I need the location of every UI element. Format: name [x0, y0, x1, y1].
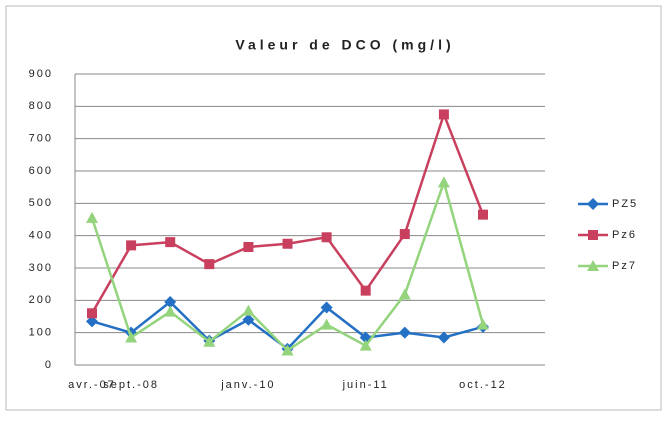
marker	[281, 344, 294, 356]
y-tick-label: 200	[29, 294, 53, 306]
legend-label: PZ5	[612, 198, 638, 210]
marker	[242, 313, 255, 326]
marker	[242, 304, 255, 316]
x-tick-label: juin-11	[342, 379, 389, 391]
legend-label: Pz7	[612, 260, 637, 272]
marker	[164, 295, 177, 308]
marker	[203, 335, 216, 347]
marker	[477, 318, 489, 330]
y-tick-label: 300	[29, 262, 53, 274]
y-tick-label: 400	[29, 230, 53, 242]
y-tick-label: 700	[29, 133, 53, 145]
marker	[321, 232, 332, 243]
y-tick-label: 600	[29, 165, 53, 177]
marker	[243, 241, 254, 252]
marker	[399, 229, 410, 240]
marker	[164, 305, 177, 317]
y-tick-label: 100	[29, 327, 53, 339]
marker	[588, 230, 598, 240]
y-tick-label: 900	[29, 68, 53, 80]
marker	[437, 176, 450, 188]
marker	[282, 238, 293, 249]
marker	[320, 301, 333, 314]
marker	[398, 326, 411, 339]
x-tick-label: oct.-12	[459, 379, 507, 391]
marker	[359, 339, 372, 351]
legend-label: Pz6	[612, 229, 637, 241]
chart-frame	[5, 5, 662, 411]
marker	[165, 237, 176, 248]
marker	[204, 259, 215, 270]
marker	[438, 109, 449, 120]
marker	[398, 288, 411, 300]
marker	[125, 331, 138, 343]
marker	[87, 308, 97, 319]
marker	[478, 209, 488, 220]
marker	[320, 318, 333, 330]
x-tick-label: avr.-07	[68, 379, 116, 391]
y-tick-label: 800	[29, 100, 53, 112]
chart-title: Valeur de DCO (mg/l)	[235, 37, 454, 53]
marker	[587, 260, 599, 271]
x-tick-label: sept.-08	[103, 379, 159, 391]
marker	[86, 315, 98, 328]
marker	[437, 331, 450, 344]
x-tick-label: janv.-10	[220, 379, 275, 391]
marker	[126, 240, 137, 251]
marker	[86, 211, 98, 223]
y-tick-label: 0	[45, 359, 53, 371]
marker	[360, 285, 371, 296]
marker	[587, 198, 599, 210]
y-tick-label: 500	[29, 197, 53, 209]
